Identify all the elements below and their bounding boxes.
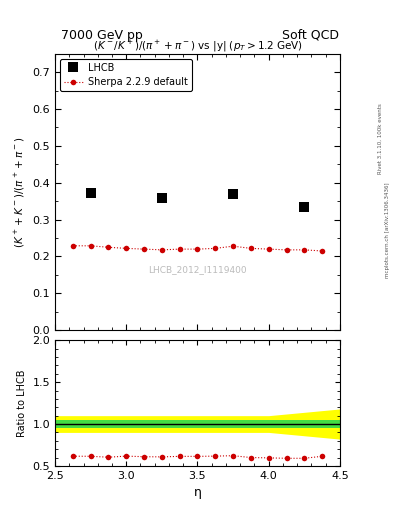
X-axis label: η: η bbox=[193, 486, 202, 499]
Text: mcplots.cern.ch [arXiv:1306.3436]: mcplots.cern.ch [arXiv:1306.3436] bbox=[385, 183, 389, 278]
Text: 7000 GeV pp: 7000 GeV pp bbox=[61, 29, 143, 42]
Sherpa 2.2.9 default bbox=[266, 246, 271, 252]
Sherpa 2.2.9 default bbox=[302, 247, 307, 253]
LHCB bbox=[231, 191, 235, 197]
Line: Sherpa 2.2.9 default: Sherpa 2.2.9 default bbox=[70, 243, 325, 254]
Y-axis label: $(K^+ + K^-)/(\pi^+ + \pi^-)$: $(K^+ + K^-)/(\pi^+ + \pi^-)$ bbox=[13, 136, 27, 248]
Title: $(K^-/K^+)/(\pi^++\pi^-)$ vs |y| $(p_T > 1.2\ \mathrm{GeV})$: $(K^-/K^+)/(\pi^++\pi^-)$ vs |y| $(p_T >… bbox=[92, 39, 303, 54]
Sherpa 2.2.9 default bbox=[284, 247, 289, 253]
Sherpa 2.2.9 default bbox=[177, 246, 182, 252]
Sherpa 2.2.9 default bbox=[142, 246, 147, 252]
Sherpa 2.2.9 default bbox=[320, 248, 325, 254]
Text: LHCB_2012_I1119400: LHCB_2012_I1119400 bbox=[148, 265, 247, 274]
LHCB bbox=[160, 195, 164, 201]
Legend: LHCB, Sherpa 2.2.9 default: LHCB, Sherpa 2.2.9 default bbox=[60, 58, 192, 91]
Line: LHCB: LHCB bbox=[86, 188, 309, 212]
Sherpa 2.2.9 default bbox=[124, 245, 129, 251]
Sherpa 2.2.9 default bbox=[248, 245, 253, 251]
LHCB bbox=[302, 204, 307, 210]
Sherpa 2.2.9 default bbox=[70, 243, 75, 249]
LHCB bbox=[88, 190, 93, 196]
Text: Soft QCD: Soft QCD bbox=[282, 29, 339, 42]
Sherpa 2.2.9 default bbox=[231, 243, 235, 249]
Sherpa 2.2.9 default bbox=[195, 246, 200, 252]
Sherpa 2.2.9 default bbox=[106, 244, 111, 250]
Sherpa 2.2.9 default bbox=[160, 247, 164, 253]
Sherpa 2.2.9 default bbox=[88, 243, 93, 249]
Y-axis label: Ratio to LHCB: Ratio to LHCB bbox=[17, 369, 27, 437]
Text: Rivet 3.1.10, 100k events: Rivet 3.1.10, 100k events bbox=[378, 103, 383, 174]
Sherpa 2.2.9 default bbox=[213, 245, 218, 251]
